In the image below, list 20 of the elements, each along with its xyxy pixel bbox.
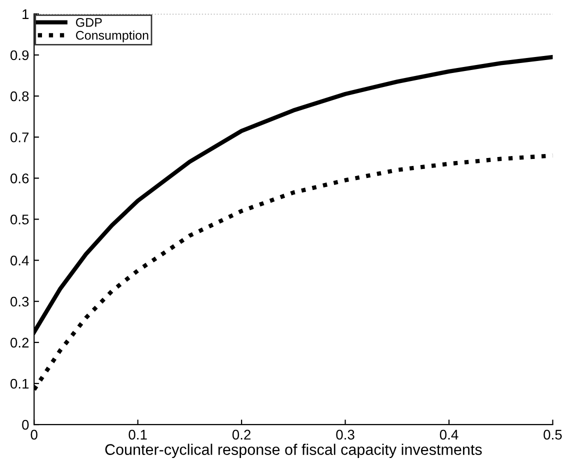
y-tick-label: 0.8 — [10, 91, 29, 102]
y-tick-label: 0.7 — [10, 132, 29, 142]
y-tick-label: 0.5 — [10, 214, 29, 224]
y-tick-label: 0.1 — [10, 378, 29, 389]
y-tick-label: 0 — [22, 420, 29, 430]
x-tick-label: 0.3 — [336, 430, 354, 440]
legend-label: GDP — [76, 18, 102, 27]
y-tick-label: 0.2 — [10, 338, 29, 348]
y-tick-label: 0.9 — [10, 50, 29, 60]
x-tick-label: 0.1 — [128, 430, 147, 440]
x-tick-label: 0 — [30, 430, 38, 440]
x-tick-label: 0.2 — [232, 430, 251, 440]
y-tick-label: 0.4 — [10, 256, 29, 266]
legend-label: Consumption — [76, 30, 148, 42]
x-axis-title: Counter-cyclical response of fiscal capacity investments — [105, 444, 482, 458]
y-tick-label: 0.6 — [10, 174, 29, 184]
x-tick-label: 0.4 — [440, 430, 458, 440]
x-tick-label: 0.5 — [544, 430, 562, 440]
y-tick-label: 1 — [22, 9, 29, 19]
y-tick-label: 0.3 — [10, 296, 29, 307]
